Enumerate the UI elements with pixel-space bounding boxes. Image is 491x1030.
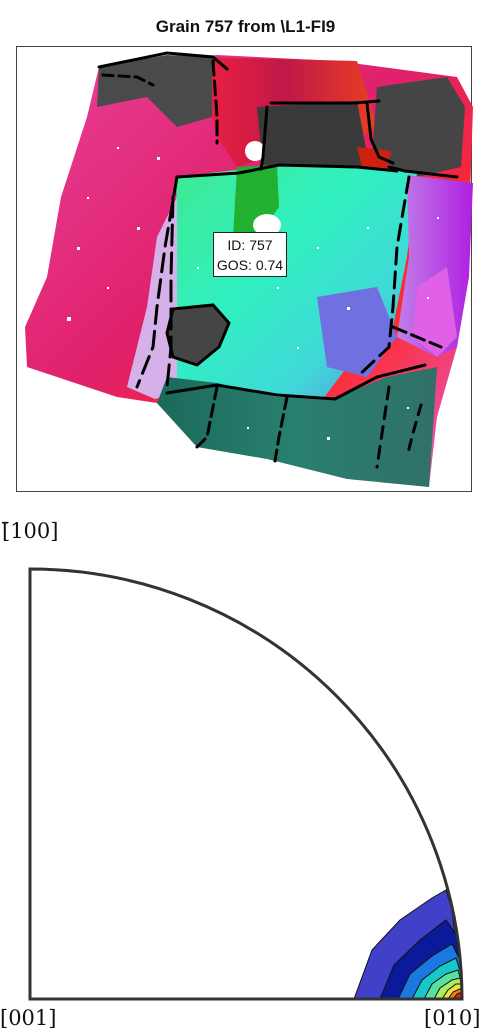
grain-info-label: ID: 757 GOS: 0.74 <box>213 232 287 277</box>
pole-figure-bottom-right-direction: [010] <box>424 1006 481 1030</box>
grain-gos-text: GOS: 0.74 <box>216 257 284 273</box>
figure-title: Grain 757 from \L1-FI9 <box>155 17 336 36</box>
pole-figure-top-direction: [̄100] <box>2 519 59 543</box>
orientation-map-image <box>25 51 473 487</box>
orientation-map: ID: 757 GOS: 0.74 <box>16 46 473 492</box>
grain-id-text: ID: 757 <box>227 237 273 253</box>
pole-figure-bottom-left-direction: [001] <box>0 1006 57 1030</box>
contour-set <box>353 889 463 1000</box>
fundamental-sector-boundary <box>28 567 464 1001</box>
inverse-pole-figure <box>28 567 464 1001</box>
